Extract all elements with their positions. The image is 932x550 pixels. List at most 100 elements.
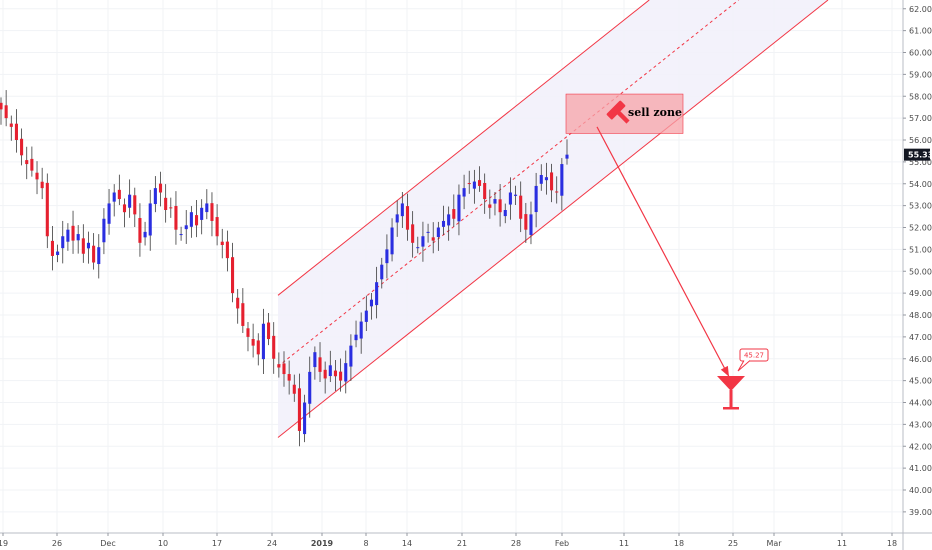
candle-body [560, 164, 564, 196]
y-tick-label: 50.00 [909, 267, 932, 276]
cocktail-glass-icon [717, 376, 745, 410]
candle-body [169, 207, 173, 209]
candle-body [426, 231, 430, 233]
x-tick-label: Mar [766, 539, 782, 548]
candle-body [565, 154, 569, 159]
candle-body [555, 191, 559, 193]
candle-body [395, 214, 399, 223]
candle-body [272, 335, 276, 359]
candle-body [472, 181, 476, 189]
x-tick-label: 18 [674, 539, 684, 548]
y-tick-label: 43.00 [909, 420, 932, 429]
candle-body [241, 303, 245, 326]
x-tick-label: 25 [728, 539, 738, 548]
candle-body [138, 218, 142, 243]
x-tick-label: 17 [212, 539, 222, 548]
candle-body [514, 194, 518, 196]
candle-body [544, 177, 548, 181]
y-axis: 39.00 40.00 41.00 42.00 43.00 44.00 45.00 46.00… [903, 5, 932, 517]
y-tick-label: 61.00 [909, 27, 932, 36]
candle-body [174, 205, 178, 230]
candle-body [287, 374, 291, 381]
candle-body [25, 160, 29, 165]
last-price-value: 55.33 [908, 151, 932, 160]
candle-body [441, 220, 446, 227]
candle-body [61, 236, 65, 249]
candle-body [133, 195, 137, 215]
candle-body [225, 241, 229, 259]
candle-body [102, 218, 106, 243]
target-price-label: 45.27 [744, 352, 764, 360]
candle-body [215, 217, 219, 237]
target-callout: 45.27 [737, 348, 769, 372]
candle-body [50, 240, 54, 256]
candle-body [436, 227, 440, 238]
candle-body [117, 189, 121, 200]
y-tick-label: 48.00 [909, 311, 932, 320]
candle-body [45, 182, 49, 237]
candle-body [14, 123, 18, 140]
candle-body [303, 402, 307, 435]
candle-body [416, 247, 420, 249]
candle-body [210, 203, 214, 221]
y-tick-label: 53.00 [909, 202, 932, 211]
candle-body [354, 334, 358, 341]
candle-body [483, 182, 487, 200]
candles [0, 90, 569, 447]
y-tick-label: 55.00 [909, 158, 932, 167]
candle-body [493, 199, 497, 204]
candle-body [0, 102, 3, 110]
x-tick-label: 28 [511, 539, 521, 548]
candle-body [519, 195, 523, 219]
candle-body [86, 242, 91, 249]
candle-body [328, 365, 332, 377]
candle-body [20, 138, 24, 156]
candle-body [323, 369, 327, 379]
candle-body [184, 225, 188, 230]
y-tick-label: 45.00 [909, 377, 932, 386]
candle-body [457, 194, 461, 222]
candle-body [220, 241, 224, 245]
candle-body [194, 215, 199, 226]
candle-body [205, 203, 209, 213]
candle-body [380, 264, 384, 280]
candle-body [35, 172, 39, 180]
candle-body [97, 247, 101, 265]
candle-body [153, 188, 157, 205]
y-tick-label: 40.00 [909, 486, 932, 495]
candle-body [411, 224, 415, 243]
candle-body [107, 203, 111, 224]
candle-body [76, 234, 80, 241]
channel-mid-line [277, 0, 739, 367]
y-tick-label: 52.00 [909, 224, 932, 233]
candle-body [477, 180, 482, 186]
x-tick-label: 18 [887, 539, 897, 548]
candle-body [231, 257, 235, 294]
candle-body [236, 297, 240, 309]
candle-body [261, 323, 265, 360]
candle-body [92, 245, 96, 263]
x-tick-label: 24 [267, 539, 277, 548]
candle-body [158, 183, 163, 193]
candle-body [81, 238, 85, 254]
candle-body [539, 175, 543, 184]
candle-body [498, 199, 502, 213]
x-tick-label: 14 [402, 539, 412, 548]
candle-body [421, 236, 425, 247]
forecast-arrow [596, 126, 730, 377]
candle-body [200, 207, 204, 220]
candle-body [313, 352, 317, 368]
candle-body [534, 185, 538, 213]
candle-body [251, 338, 255, 346]
x-tick-label: 11 [837, 539, 847, 548]
x-tick-label: 21 [457, 539, 467, 548]
candle-body [431, 237, 435, 241]
y-tick-label: 44.00 [909, 399, 932, 408]
sell-zone[interactable]: sell zone [565, 93, 684, 134]
x-tick-label: Dec [100, 539, 115, 548]
candle-body [369, 299, 374, 307]
candle-body [292, 384, 296, 394]
candle-body [122, 204, 127, 213]
y-tick-label: 58.00 [909, 92, 932, 101]
